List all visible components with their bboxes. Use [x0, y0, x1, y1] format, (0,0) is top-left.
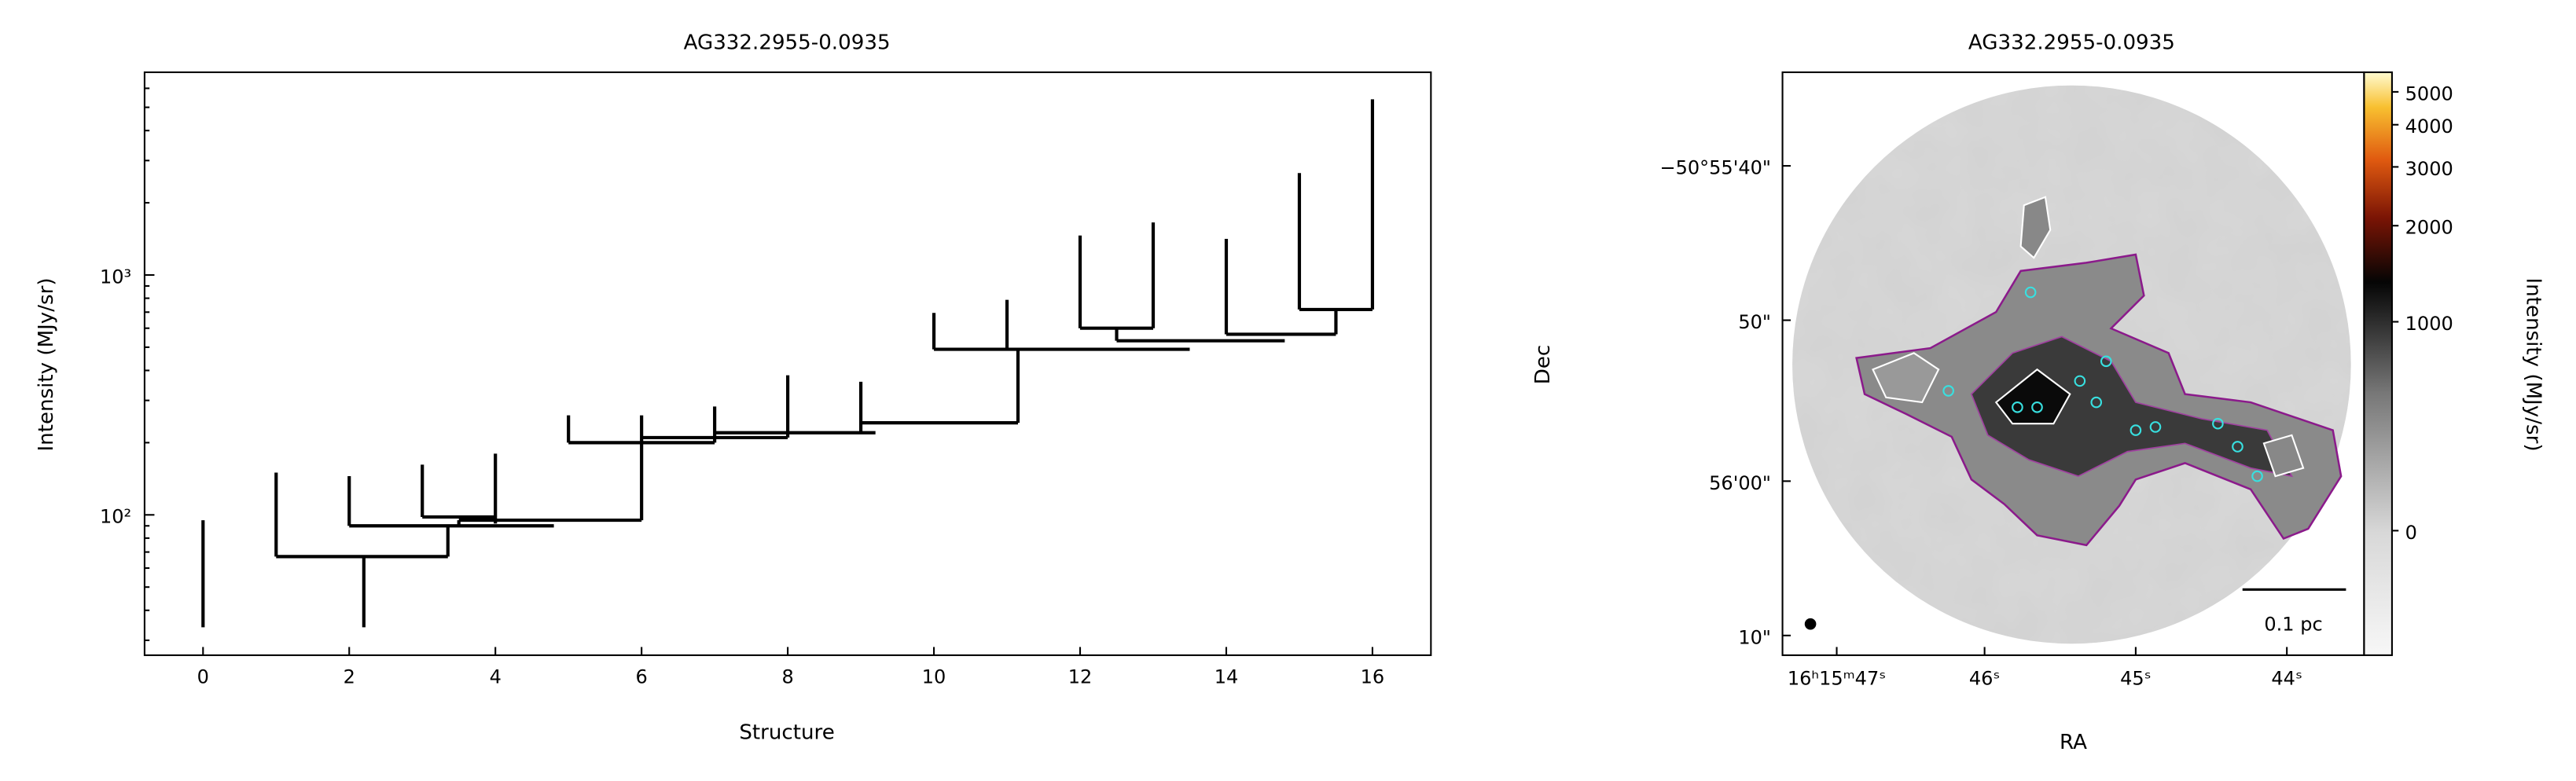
x-tick-label: 46ˢ	[1969, 668, 2001, 690]
colorbar-tick-label: 1000	[2405, 313, 2453, 335]
chart-title: AG332.2955-0.0935	[684, 31, 891, 55]
colorbar-tick-label: 4000	[2405, 116, 2453, 138]
y-axis-label: Intensity (MJy/sr)	[35, 277, 58, 451]
colorbar-tick-label: 3000	[2405, 158, 2453, 180]
colorbar-label: Intensity (MJy/sr)	[2521, 277, 2545, 451]
colorbar-tick-label: 5000	[2405, 82, 2453, 104]
x-tick-label: 6	[636, 666, 648, 688]
x-axis-label: RA	[2060, 731, 2087, 754]
colorbar	[2363, 71, 2393, 656]
y-tick-label: 10²	[100, 506, 131, 528]
y-tick-label: 50"	[1738, 311, 1771, 333]
x-axis-label: Structure	[739, 720, 834, 744]
x-tick-label: 12	[1068, 666, 1093, 688]
x-tick-label: 0	[197, 666, 209, 688]
scalebar-label: 0.1 pc	[2264, 614, 2322, 636]
x-tick-label: 10	[922, 666, 946, 688]
x-tick-label: 16	[1361, 666, 1385, 688]
x-tick-label: 14	[1215, 666, 1239, 688]
x-tick-label: 8	[781, 666, 793, 688]
x-tick-label: 4	[490, 666, 502, 688]
x-tick-label: 44ˢ	[2271, 668, 2302, 690]
y-tick-label: 10"	[1738, 626, 1771, 648]
x-tick-label: 45ˢ	[2120, 668, 2152, 690]
chart-title: AG332.2955-0.0935	[1968, 31, 2175, 55]
y-tick-label: 10³	[100, 266, 131, 288]
axes-frame	[1781, 71, 2365, 656]
y-axis-label: Dec	[1531, 345, 1555, 385]
y-tick-label: 56'00"	[1709, 472, 1771, 494]
colorbar-tick-label: 2000	[2405, 217, 2453, 239]
y-tick-label: −50°55'40"	[1659, 157, 1770, 179]
colorbar-tick-label: 0	[2405, 522, 2417, 544]
axes-frame	[143, 71, 1432, 656]
x-tick-label: 2	[344, 666, 355, 688]
sky-image	[1792, 85, 2351, 644]
x-tick-label: 16ʰ15ᵐ47ˢ	[1788, 668, 1886, 690]
